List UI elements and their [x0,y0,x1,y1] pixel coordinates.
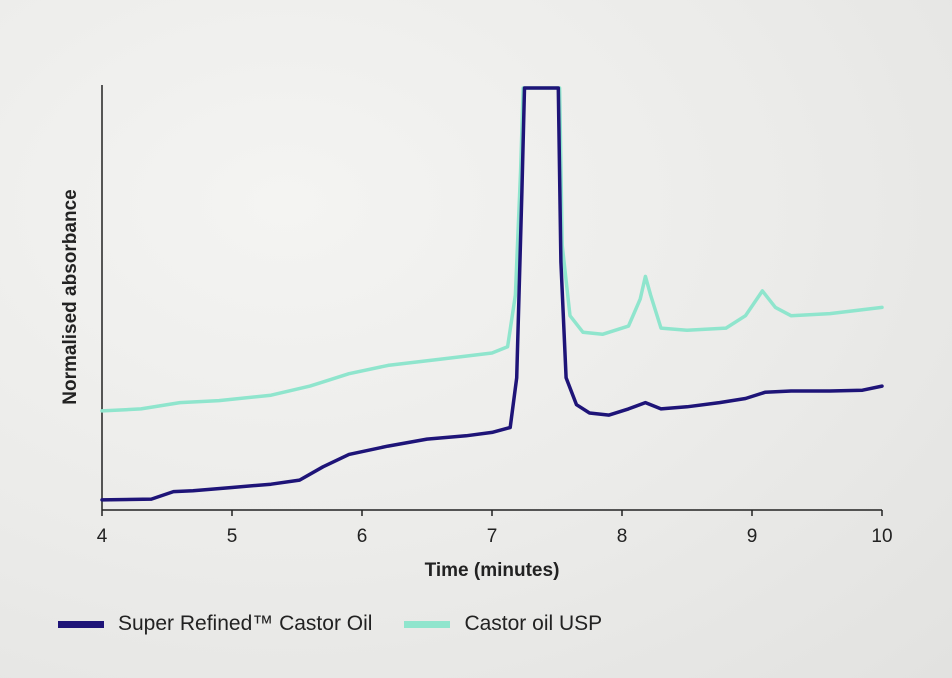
series-line-castor-usp [100,86,884,413]
absorbance-chart: 4 5 6 7 8 9 10 Time (minutes) Normalised absor… [60,85,893,581]
x-axis-title: Time (minutes) [425,560,560,581]
series-lines [100,86,884,502]
x-tick-label-10: 10 [871,526,892,547]
legend: Super Refined™ Castor Oil Castor oil USP [58,612,634,636]
x-tick-label-6: 6 [357,526,368,547]
x-ticks: 4 5 6 7 8 9 10 [97,510,893,547]
legend-item-super-refined: Super Refined™ Castor Oil [58,612,372,636]
legend-label-castor-usp: Castor oil USP [464,612,603,635]
legend-item-castor-usp: Castor oil USP [404,612,602,636]
series-line-super-refined [100,86,884,502]
legend-swatch-castor-usp [404,620,451,628]
x-tick-label-9: 9 [747,526,758,547]
x-tick-label-4: 4 [97,526,108,547]
x-tick-label-8: 8 [617,526,628,547]
legend-label-super-refined: Super Refined™ Castor Oil [118,612,373,635]
x-tick-label-5: 5 [227,526,238,547]
x-tick-label-7: 7 [487,526,498,547]
y-axis-title: Normalised absorbance [60,189,81,404]
legend-swatch-super-refined [58,620,104,628]
